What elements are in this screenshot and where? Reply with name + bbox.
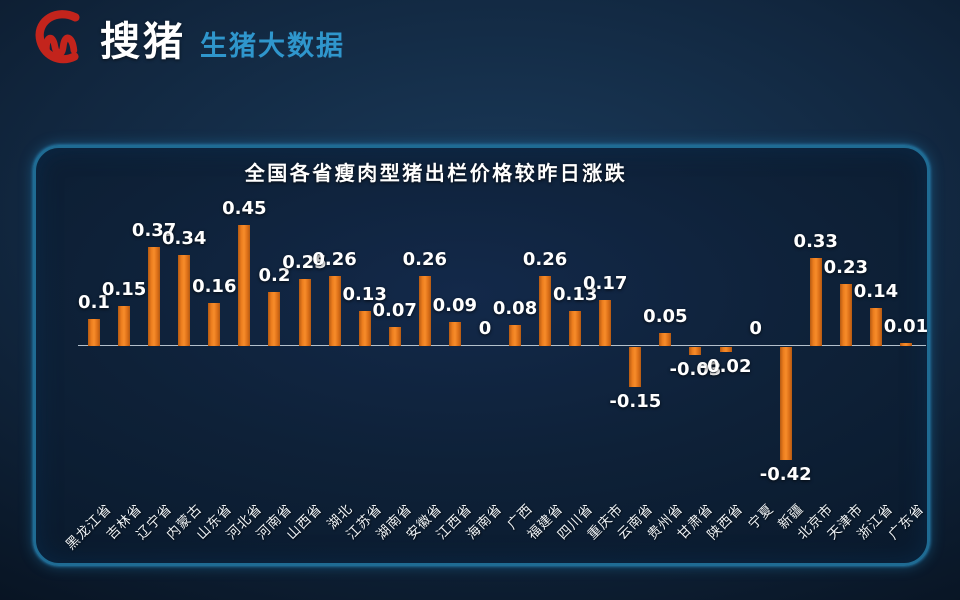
souzhu-pig-logo-icon	[28, 5, 94, 71]
brand-subtitle: 生猪大数据	[200, 30, 345, 61]
chart-panel	[33, 145, 930, 566]
chart-title: 全国各省瘦肉型猪出栏价格较昨日涨跌	[244, 163, 628, 185]
brand-header: 搜猪 生猪大数据	[28, 4, 345, 72]
brand-name: 搜猪	[100, 20, 186, 64]
